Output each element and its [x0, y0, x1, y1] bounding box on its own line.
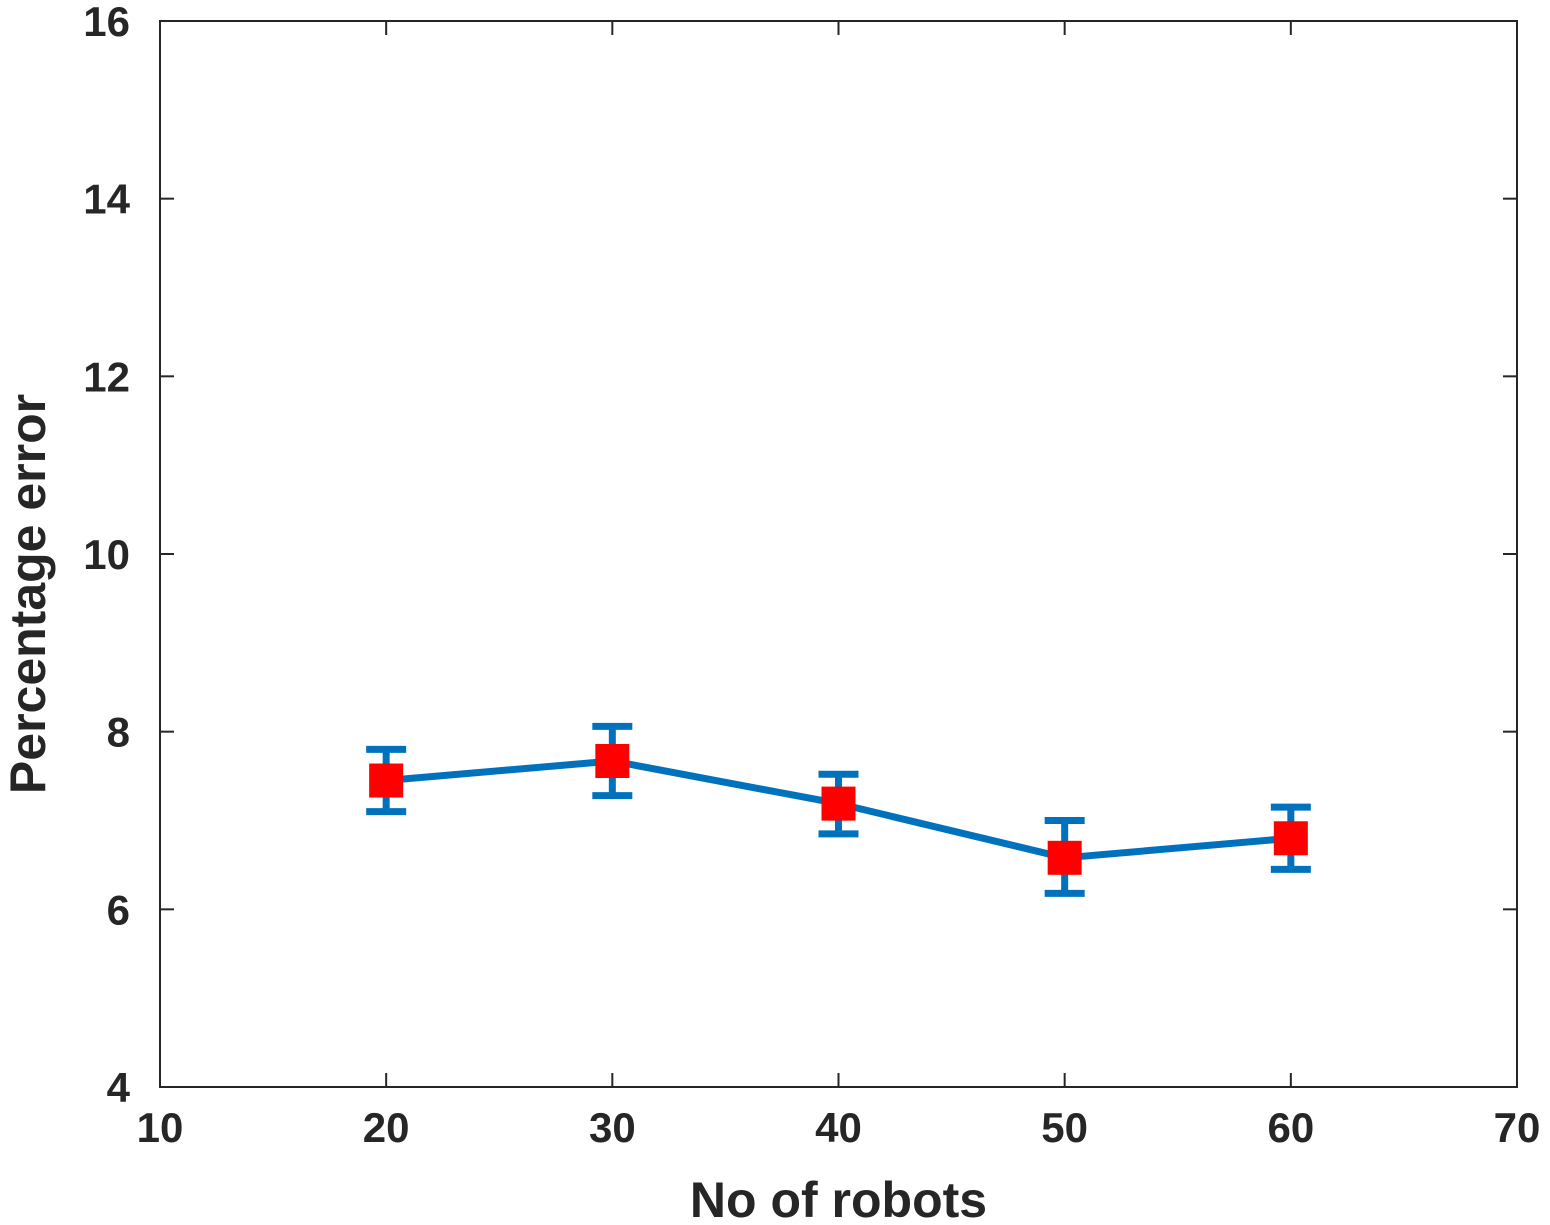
plot-area-box [159, 20, 1518, 1088]
y-tick-label: 8 [107, 709, 130, 756]
data-point-marker [821, 786, 856, 821]
x-tick-label: 60 [1267, 1104, 1314, 1151]
data-point-marker [369, 763, 404, 798]
x-tick-label: 20 [363, 1104, 410, 1151]
data-point-marker [1047, 840, 1082, 875]
x-tick-label: 10 [137, 1104, 184, 1151]
x-tick-label: 40 [815, 1104, 862, 1151]
y-tick-label: 4 [107, 1064, 131, 1111]
y-tick-label: 16 [83, 0, 130, 45]
data-point-marker [1273, 821, 1308, 856]
y-tick-label: 14 [83, 176, 130, 223]
data-point-marker [595, 743, 630, 778]
x-tick-label: 30 [589, 1104, 636, 1151]
error-bars [366, 722, 1311, 897]
y-tick-label: 12 [83, 353, 130, 400]
y-tick-label: 10 [83, 531, 130, 578]
x-tick-label: 50 [1041, 1104, 1088, 1151]
axes [159, 20, 1518, 1088]
x-axis-label: No of robots [690, 1172, 987, 1225]
ticks [159, 20, 1518, 1088]
y-axis-label: Percentage error [0, 394, 56, 794]
tick-labels: 10 20 30 40 50 60 70 4 6 8 10 12 14 16 [83, 0, 1540, 1151]
y-tick-label: 6 [107, 886, 130, 933]
x-tick-label: 70 [1494, 1104, 1541, 1151]
markers [369, 743, 1308, 875]
